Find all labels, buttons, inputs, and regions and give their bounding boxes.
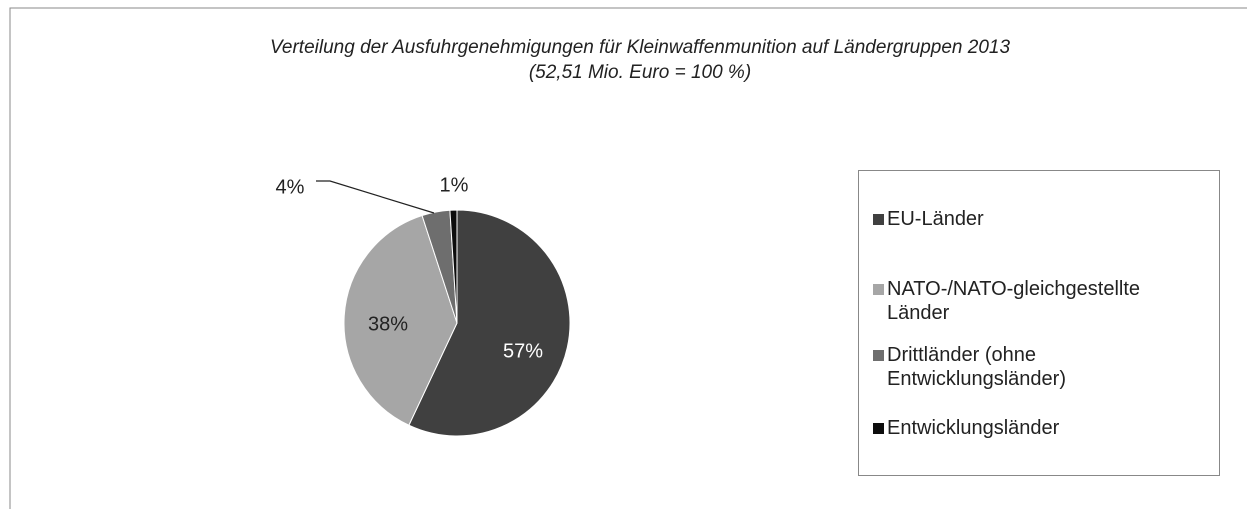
pie-slice [343,214,458,426]
legend-swatch [873,423,884,434]
legend-label: Drittländer (ohne Entwicklungsländer) [887,344,1066,390]
data-label: 57% [503,340,543,362]
pie-slice [449,209,458,324]
legend-swatch [873,214,884,225]
legend-swatch [873,350,884,361]
legend-label: NATO-/NATO-gleichgestellte Länder [887,278,1141,324]
chart-subtitle: (52,51 Mio. Euro = 100 %) [529,62,751,83]
legend-swatch [873,284,884,295]
legend: EU-Länder NATO-/NATO-gleichgestellte Länd… [858,170,1220,476]
leader-line [316,180,435,214]
legend-entry: Entwicklungsländer [873,416,1149,440]
data-label: 1% [440,174,469,196]
legend-label: Entwicklungsländer [887,417,1060,439]
legend-label: EU-Länder [887,208,984,230]
legend-entry: EU-Länder [873,207,1149,231]
data-label: 38% [368,313,408,335]
pie-slice [408,209,571,437]
chart-border [9,7,1247,509]
legend-entry: NATO-/NATO-gleichgestellte Länder [873,277,1149,325]
data-label: 4% [276,176,305,198]
legend-entry: Drittländer (ohne Entwicklungsländer) [873,343,1149,391]
pie [343,209,571,437]
chart-title: Verteilung der Ausfuhrgenehmigungen für … [270,37,1011,58]
